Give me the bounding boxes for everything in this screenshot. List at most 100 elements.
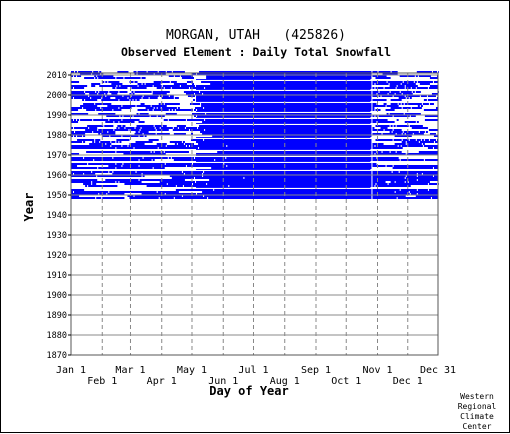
data-run — [139, 131, 149, 133]
data-run — [83, 107, 101, 109]
year-row-1975 — [89, 143, 425, 145]
data-run — [202, 121, 372, 123]
data-run — [396, 119, 399, 121]
data-run — [142, 97, 149, 99]
data-run — [167, 183, 192, 185]
data-run — [406, 141, 419, 143]
data-run — [390, 103, 398, 105]
data-run — [196, 187, 371, 188]
year-row-1990 — [71, 113, 421, 115]
data-run — [416, 139, 421, 141]
data-run — [85, 99, 98, 101]
data-run — [162, 85, 180, 87]
data-run — [71, 147, 116, 149]
data-run — [195, 157, 226, 159]
data-run — [391, 71, 398, 73]
data-run — [106, 95, 123, 97]
data-run — [372, 71, 378, 73]
year-row-1989 — [106, 115, 438, 117]
data-run — [372, 147, 403, 149]
year-row-1998 — [71, 97, 438, 99]
data-run — [424, 115, 438, 117]
data-run — [429, 139, 436, 141]
data-run — [88, 163, 116, 165]
data-run — [372, 191, 395, 193]
data-run — [112, 87, 116, 89]
data-run — [146, 185, 176, 187]
data-run — [395, 191, 409, 193]
data-run — [417, 179, 438, 181]
data-run — [85, 185, 88, 187]
data-run — [119, 107, 132, 109]
data-run — [169, 175, 203, 177]
data-run — [432, 71, 437, 73]
data-run — [169, 141, 182, 143]
data-run — [139, 135, 144, 137]
data-run — [116, 127, 119, 129]
data-run — [405, 181, 408, 183]
data-run — [105, 179, 139, 181]
data-run — [196, 153, 372, 155]
data-run — [145, 107, 154, 109]
data-run — [155, 127, 160, 129]
data-run — [429, 103, 434, 105]
data-run — [210, 83, 372, 85]
year-row-1968 — [71, 157, 399, 159]
year-row-1996 — [196, 101, 371, 102]
data-run — [91, 97, 102, 99]
data-run — [137, 83, 142, 85]
data-run — [99, 193, 107, 195]
data-run — [161, 107, 177, 109]
data-run — [429, 133, 436, 135]
data-run — [195, 93, 203, 95]
data-run — [141, 127, 155, 129]
data-run — [184, 143, 195, 145]
year-row-1964 — [71, 165, 438, 167]
y-tick-label: 1980 — [47, 131, 67, 141]
data-run — [108, 131, 116, 133]
year-row-1971 — [86, 151, 438, 153]
year-row-2001 — [71, 91, 439, 93]
data-run — [195, 107, 204, 109]
data-run — [158, 103, 161, 105]
data-run — [165, 193, 197, 195]
data-run — [186, 119, 205, 121]
x-tick-label: Apr 1 — [147, 376, 177, 387]
data-run — [186, 81, 193, 83]
data-run — [92, 183, 97, 185]
data-run — [173, 83, 187, 85]
data-run — [414, 81, 417, 83]
data-run — [196, 117, 371, 118]
data-run — [372, 175, 406, 177]
data-run — [153, 85, 162, 87]
data-run — [196, 149, 371, 150]
data-run — [119, 141, 122, 143]
data-run — [420, 105, 423, 107]
data-run — [411, 87, 416, 89]
data-run — [401, 145, 423, 147]
data-run — [405, 95, 420, 97]
year-row-1967 — [71, 159, 438, 161]
data-run — [375, 87, 384, 89]
data-run — [372, 93, 377, 95]
data-run — [372, 121, 377, 123]
year-row-1951 — [71, 191, 438, 193]
data-run — [113, 109, 122, 111]
data-run — [406, 143, 422, 145]
data-run — [143, 133, 156, 135]
data-run — [145, 83, 161, 85]
x-tick-label: Feb 1 — [87, 376, 117, 387]
data-run — [196, 85, 372, 87]
data-run — [117, 85, 120, 87]
data-run — [111, 93, 118, 95]
data-run — [377, 157, 399, 159]
year-row-1999 — [71, 95, 436, 97]
data-run — [422, 173, 438, 175]
data-run — [71, 131, 75, 133]
year-row-1983 — [71, 127, 428, 129]
data-run — [173, 133, 186, 135]
data-run — [130, 99, 133, 101]
data-run — [190, 139, 204, 141]
year-row-1957 — [71, 179, 438, 181]
data-run — [211, 167, 372, 169]
